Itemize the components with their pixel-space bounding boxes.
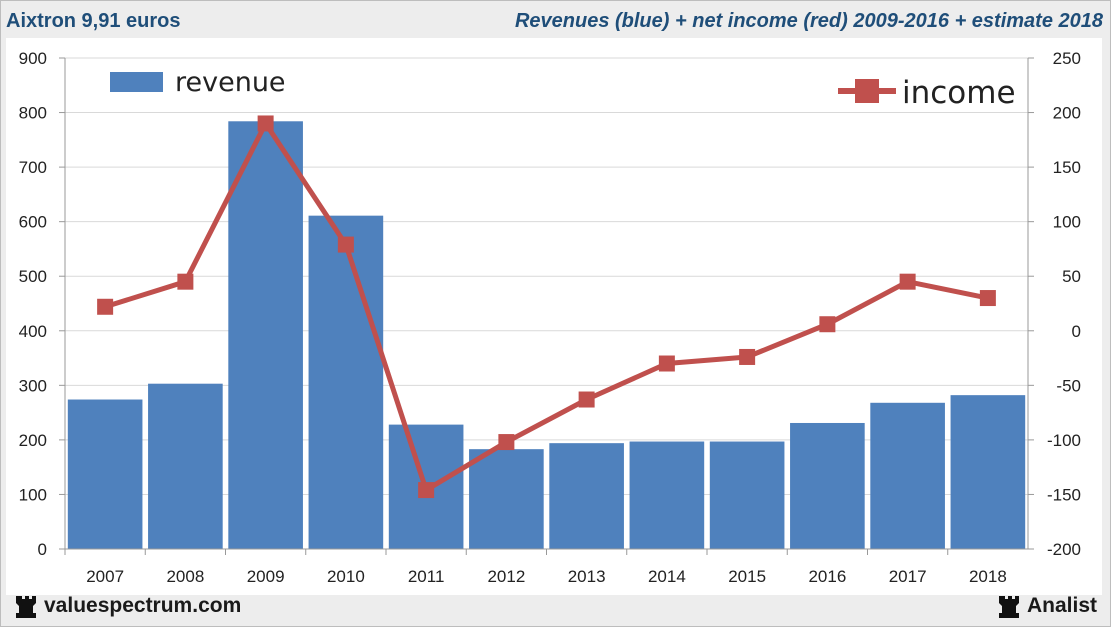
y-left-tick-label: 400: [19, 322, 47, 341]
legend-label-revenue: revenue: [175, 67, 286, 98]
x-tick-label: 2015: [728, 567, 766, 586]
legend: revenue income: [110, 67, 1016, 111]
y-right-tick-label: 100: [1053, 213, 1081, 232]
revenue-bar-2017: [870, 402, 945, 549]
y-right-tick-label: 50: [1062, 267, 1081, 286]
revenue-bar-2016: [790, 422, 865, 549]
y-left-tick-label: 300: [19, 376, 47, 395]
x-tick-label: 2010: [327, 567, 365, 586]
footer-brand-left-text[interactable]: valuespectrum.com: [44, 594, 242, 617]
y-left-tick-label: 0: [38, 540, 47, 559]
income-marker-2017: [899, 273, 916, 290]
income-marker-2015: [739, 348, 756, 365]
y-right-tick-label: 250: [1053, 49, 1081, 68]
x-tick-label: 2018: [969, 567, 1007, 586]
x-tick-label: 2012: [487, 567, 525, 586]
y-right-tick-label: -50: [1056, 376, 1081, 395]
revenue-bar-2009: [228, 121, 303, 549]
y-left-tick-label: 900: [19, 49, 47, 68]
revenue-bar-2012: [469, 449, 544, 549]
y-right-tick-label: 150: [1053, 158, 1081, 177]
chart-header-right: Revenues (blue) + net income (red) 2009-…: [514, 10, 1103, 32]
x-tick-label: 2014: [648, 567, 686, 586]
revenue-bar-2013: [549, 443, 624, 549]
legend-marker-income: [855, 79, 879, 103]
y-right-tick-label: 0: [1072, 322, 1081, 341]
footer-brand-right-text[interactable]: Analist: [1026, 594, 1097, 617]
y-left-tick-label: 200: [19, 431, 47, 450]
x-tick-label: 2009: [247, 567, 285, 586]
x-tick-label: 2011: [408, 567, 445, 586]
footer-brand-right: Analist: [998, 594, 1097, 618]
footer-brand-left: valuespectrum.com: [16, 594, 241, 618]
y-right-tick-label: -200: [1047, 540, 1081, 559]
rook-icon: [16, 596, 36, 618]
income-marker-2010: [337, 236, 354, 253]
income-marker-2011: [418, 482, 435, 499]
income-marker-2016: [819, 316, 836, 333]
y-left-tick-label: 100: [19, 485, 47, 504]
x-tick-label: 2008: [166, 567, 204, 586]
income-marker-2007: [97, 298, 114, 315]
income-marker-2012: [498, 434, 515, 451]
income-series-line: [104, 120, 989, 493]
axes: 0100200300400500600700800900-200-150-100…: [19, 49, 1081, 586]
x-tick-label: 2017: [889, 567, 927, 586]
income-line: [97, 115, 996, 499]
revenue-bar-2010: [308, 215, 384, 549]
x-tick-label: 2016: [808, 567, 846, 586]
legend-label-income: income: [902, 75, 1016, 111]
y-left-tick-label: 700: [19, 158, 47, 177]
y-right-tick-label: 200: [1053, 104, 1081, 123]
revenue-bar-2007: [67, 399, 143, 549]
y-right-tick-label: -150: [1047, 485, 1081, 504]
y-left-tick-label: 800: [19, 104, 47, 123]
legend-swatch-revenue: [110, 72, 163, 92]
y-left-tick-label: 500: [19, 267, 47, 286]
revenue-bars: [67, 121, 1026, 549]
income-marker-2014: [658, 355, 675, 372]
income-marker-2008: [177, 273, 194, 290]
revenue-bar-2008: [148, 383, 223, 549]
rook-icon: [998, 596, 1019, 618]
y-right-tick-label: -100: [1047, 431, 1081, 450]
x-tick-label: 2007: [86, 567, 124, 586]
revenue-bar-2015: [709, 441, 785, 549]
chart-header-left: Aixtron 9,91 euros: [6, 10, 181, 32]
income-marker-2013: [578, 391, 595, 408]
income-marker-2018: [979, 290, 996, 307]
x-tick-label: 2013: [568, 567, 606, 586]
revenue-bar-2018: [950, 395, 1026, 549]
income-marker-2009: [257, 115, 274, 132]
revenue-bar-2014: [629, 441, 705, 549]
y-left-tick-label: 600: [19, 213, 47, 232]
